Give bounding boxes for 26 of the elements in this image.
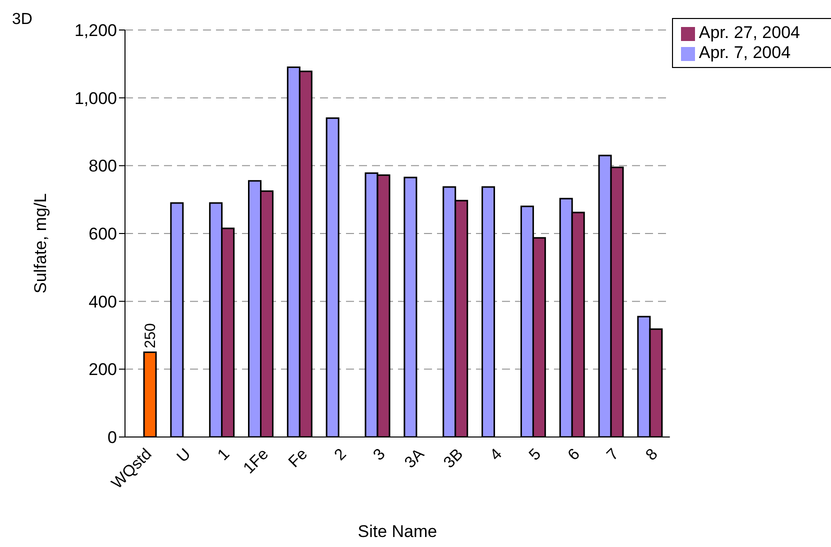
x-tick-label: 2: [332, 446, 350, 464]
x-tick-label: 6: [565, 446, 584, 464]
y-tick-label: 600: [88, 224, 117, 244]
y-tick-label: 200: [88, 360, 117, 380]
x-tick-label: 1Fe: [240, 446, 272, 478]
y-tick-label: 0: [108, 428, 117, 448]
x-tick-label: 7: [604, 446, 622, 464]
x-axis-title: Site Name: [358, 522, 438, 541]
y-tick-label: 400: [88, 292, 117, 312]
y-axis-title: Sulfate, mg/L: [31, 193, 50, 294]
x-tick-label: U: [174, 446, 194, 466]
legend-label: Apr. 27, 2004: [698, 23, 800, 42]
y-tick-label: 1,000: [74, 88, 117, 108]
legend-label: Apr. 7, 2004: [698, 43, 791, 62]
y-tick-label: 800: [88, 156, 117, 176]
x-tick-label: 1: [214, 446, 234, 464]
y-tick-label: 1,200: [74, 21, 117, 40]
data-label: 250: [142, 323, 160, 348]
x-tick-label: 3A: [402, 446, 428, 472]
x-tick-label: 5: [526, 446, 545, 464]
x-tick-label: Fe: [286, 446, 312, 472]
x-tick-label: 3: [370, 446, 389, 464]
text: 3D: [12, 11, 32, 29]
x-tick-label: 8: [642, 446, 662, 464]
x-tick-label: 4: [487, 446, 506, 464]
x-tick-label: 3B: [440, 446, 467, 472]
